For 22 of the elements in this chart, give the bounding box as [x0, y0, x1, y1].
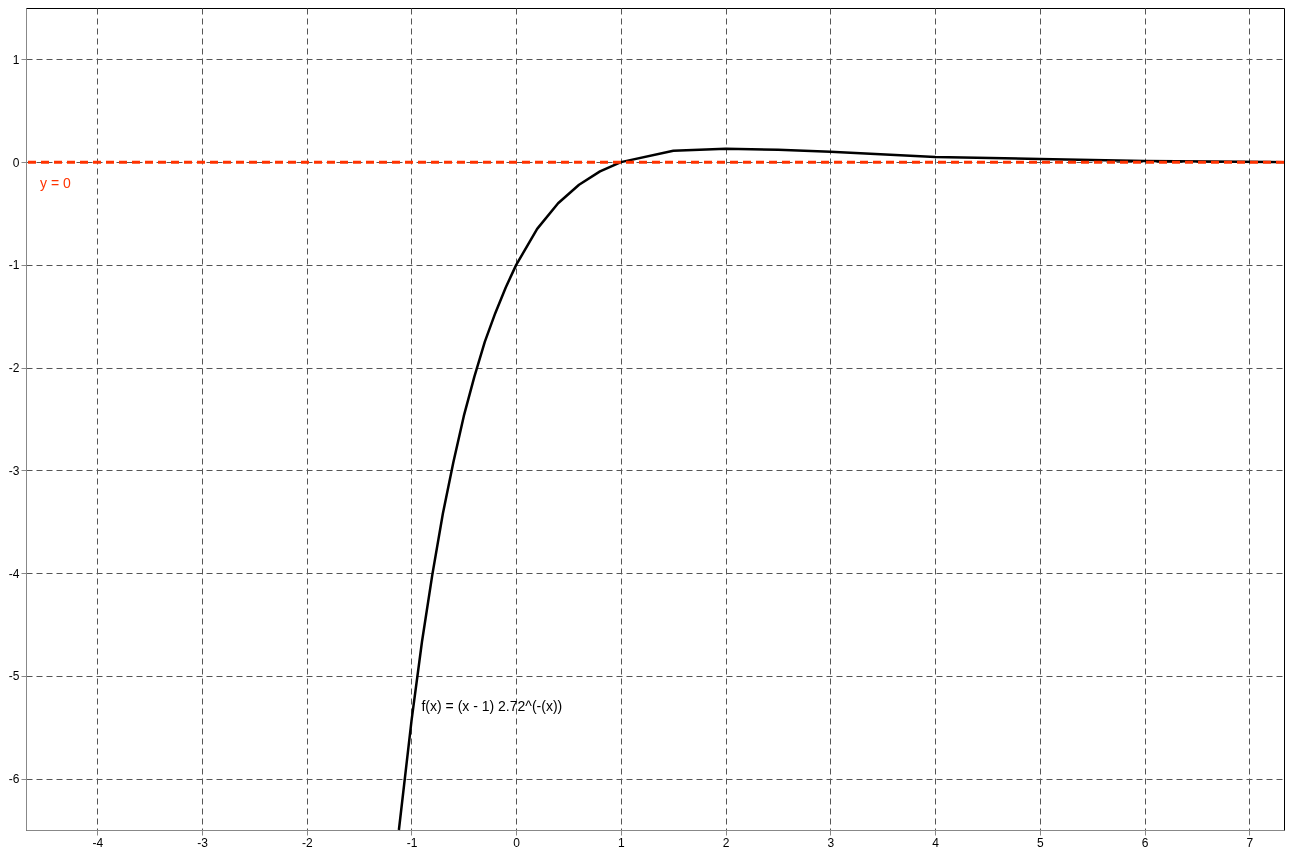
x-tick-label: 2 [722, 835, 730, 850]
y-tick-label: -3 [8, 463, 20, 478]
x-tick-label: -4 [92, 835, 104, 850]
y-tick-label: -6 [8, 772, 20, 787]
y-tick-label: 1 [12, 52, 20, 67]
x-tick-label: 5 [1037, 835, 1045, 850]
y-tick-label: -1 [8, 258, 20, 273]
x-tick-label: -2 [301, 835, 313, 850]
x-tick-label: 7 [1246, 835, 1254, 850]
x-tick-label: 6 [1141, 835, 1149, 850]
x-tick-label: 4 [932, 835, 940, 850]
x-tick-label: -1 [406, 835, 418, 850]
y-tick-label: -5 [8, 669, 20, 684]
x-tick-label: 1 [618, 835, 626, 850]
y-tick-label: -2 [8, 361, 20, 376]
x-tick-label: 0 [513, 835, 521, 850]
x-tick-label: -3 [197, 835, 209, 850]
y-tick-label: -4 [8, 566, 20, 581]
series-label: f(x) = (x - 1) 2.72^(-(x)) [421, 698, 563, 715]
x-tick-label: 3 [827, 835, 835, 850]
ref-line-label: y = 0 [40, 175, 71, 192]
y-tick-label: 0 [12, 155, 20, 170]
